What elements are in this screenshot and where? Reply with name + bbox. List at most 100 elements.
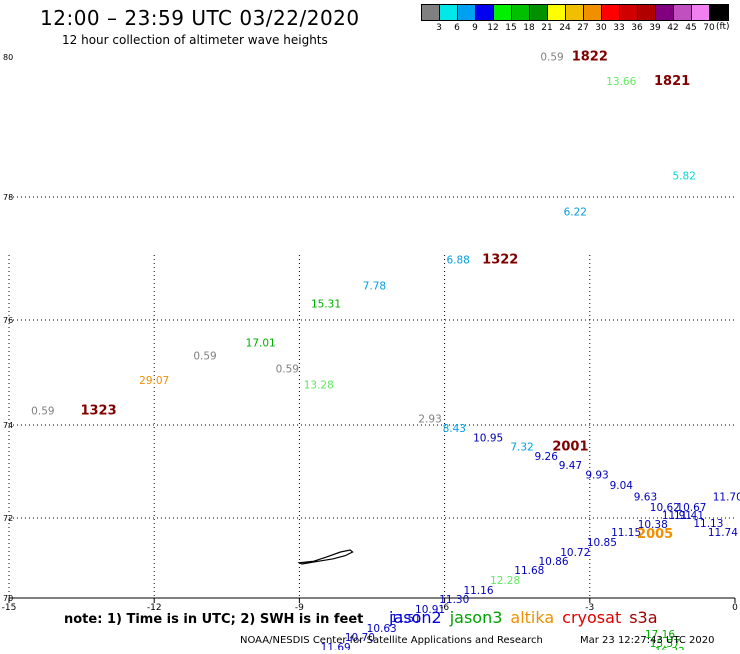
pass-time-label: 1322 xyxy=(482,252,518,267)
legend-swatch xyxy=(494,5,512,20)
legend-label: 12 xyxy=(487,23,499,33)
x-tick-label: -3 xyxy=(585,603,594,613)
legend-swatch xyxy=(548,5,566,20)
page-title: 12:00 – 23:59 UTC 03/22/2020 xyxy=(40,6,360,30)
wave-height-label: 7.78 xyxy=(363,280,386,292)
wave-height-label: 29.07 xyxy=(139,375,169,387)
satellite-s3a: s3a xyxy=(629,608,658,627)
satellite-jason3: jason3 xyxy=(449,608,503,627)
wave-height-label: 11.13 xyxy=(693,518,723,530)
legend-label: 24 xyxy=(559,23,571,33)
y-tick-label: 70 xyxy=(3,594,13,603)
grid xyxy=(8,196,736,603)
wave-height-label: 11.68 xyxy=(514,565,544,577)
wave-height-label: 8.43 xyxy=(443,423,466,435)
wave-height-label: 10.86 xyxy=(538,556,568,568)
wave-height-label: 0.59 xyxy=(193,350,216,362)
legend-label: 21 xyxy=(541,23,553,33)
x-tick-label: -9 xyxy=(295,603,304,613)
legend-swatch xyxy=(422,5,440,20)
footnote: note: 1) Time is in UTC; 2) SWH is in fe… xyxy=(64,612,364,627)
page-subtitle: 12 hour collection of altimeter wave hei… xyxy=(62,33,328,47)
legend-swatches xyxy=(421,4,729,21)
wave-height-label: 9.63 xyxy=(634,491,657,503)
credit-line: NOAA/NESDIS Center for Satellite Applica… xyxy=(240,635,543,646)
wave-height-label: 0.59 xyxy=(276,364,299,376)
y-tick-label: 72 xyxy=(3,514,13,523)
pass-time-label: 1822 xyxy=(572,50,608,65)
wave-height-label: 9.47 xyxy=(559,460,582,472)
x-tick-label: -12 xyxy=(147,603,162,613)
legend-label: 33 xyxy=(613,23,625,33)
legend-swatch xyxy=(656,5,674,20)
axis-labels: -15 -12 -9 -6 -3 0 70 72 74 76 78 80 xyxy=(2,53,738,613)
pass-time-label: 2001 xyxy=(552,440,588,455)
legend-label: 36 xyxy=(631,23,643,33)
legend-label: 9 xyxy=(472,23,478,33)
wave-height-label: 10.63 xyxy=(367,623,397,635)
wave-height-label: 11.70 xyxy=(713,491,740,503)
wave-height-label: 10.85 xyxy=(587,537,617,549)
wave-height-label: 10.91 xyxy=(415,604,445,616)
legend-swatch xyxy=(476,5,494,20)
wave-height-label: 12.28 xyxy=(490,575,520,587)
legend-unit: (ft) xyxy=(716,22,730,32)
wave-height-label: 15.57 xyxy=(650,638,680,650)
wave-height-label: 0.59 xyxy=(540,52,563,64)
satellite-jason2: jason2 xyxy=(389,608,442,627)
wave-height-label: 13.28 xyxy=(304,379,334,391)
legend-swatch xyxy=(440,5,458,20)
x-tick-label: -6 xyxy=(440,603,449,613)
wave-height-label: 10.95 xyxy=(473,432,503,444)
satellite-cryosat: cryosat xyxy=(562,608,622,627)
land-layer xyxy=(297,549,354,565)
wave-height-label: 17.01 xyxy=(246,337,276,349)
pass-time-label: 1821 xyxy=(654,74,690,89)
legend-swatch xyxy=(638,5,656,20)
pass-time-label: 2005 xyxy=(637,527,673,542)
y-tick-label: 76 xyxy=(3,316,13,325)
legend-label: 6 xyxy=(454,23,460,33)
legend-swatch xyxy=(710,5,728,20)
wave-height-label: 11.41 xyxy=(674,510,704,522)
x-tick-label: -15 xyxy=(2,603,17,613)
wave-height-points: 0.59 13.66 5.82 6.22 6.88 7.78 15.31 17.01 0.59 0… xyxy=(31,52,740,654)
wave-height-label: 7.32 xyxy=(510,442,533,454)
wave-height-label: 6.22 xyxy=(564,206,587,218)
wave-height-label: 13.66 xyxy=(606,76,636,88)
legend-swatch xyxy=(602,5,620,20)
satellite-altika: altika xyxy=(510,608,555,627)
land-outline-jan-mayen xyxy=(297,549,354,565)
color-legend: 3 6 9 12 15 18 21 24 27 30 33 36 39 42 45 70 (ft) xyxy=(421,4,730,35)
y-tick-label: 74 xyxy=(3,421,13,430)
pass-time-label: 1323 xyxy=(80,404,116,419)
wave-height-label: 10.62 xyxy=(650,502,680,514)
legend-label: 18 xyxy=(523,23,535,33)
wave-height-label: 10.72 xyxy=(560,547,590,559)
wave-height-label: 17.16 xyxy=(645,629,675,641)
legend-swatch xyxy=(674,5,692,20)
wave-height-label: 11.74 xyxy=(708,527,738,539)
wave-height-label: 11.30 xyxy=(439,594,469,606)
legend-swatch xyxy=(512,5,530,20)
wave-height-label: 10.67 xyxy=(676,502,706,514)
wave-height-label: 11.15 xyxy=(611,527,641,539)
wave-height-label: 6.88 xyxy=(446,254,469,266)
legend-label: 45 xyxy=(685,23,697,33)
legend-swatch xyxy=(584,5,602,20)
wave-height-label: 15.31 xyxy=(311,299,341,311)
legend-swatch xyxy=(530,5,548,20)
legend-label: 3 xyxy=(436,23,442,33)
wave-height-label: 2.93 xyxy=(418,413,441,425)
legend-labels: 3 6 9 12 15 18 21 24 27 30 33 36 39 42 45 70 xyxy=(421,23,729,35)
wave-height-label: 11.16 xyxy=(463,585,493,597)
y-tick-label: 78 xyxy=(3,193,13,202)
legend-label: 30 xyxy=(595,23,607,33)
generation-timestamp: Mar 23 12:27:43 UTC 2020 xyxy=(580,635,715,646)
time-labels: 1822182113221323200120051728 xyxy=(80,50,690,543)
satellite-legend: jason2 jason3 altika cryosat s3a xyxy=(389,608,666,627)
wave-height-label: 11.91 xyxy=(662,510,692,522)
x-tick-label: 0 xyxy=(732,603,738,613)
